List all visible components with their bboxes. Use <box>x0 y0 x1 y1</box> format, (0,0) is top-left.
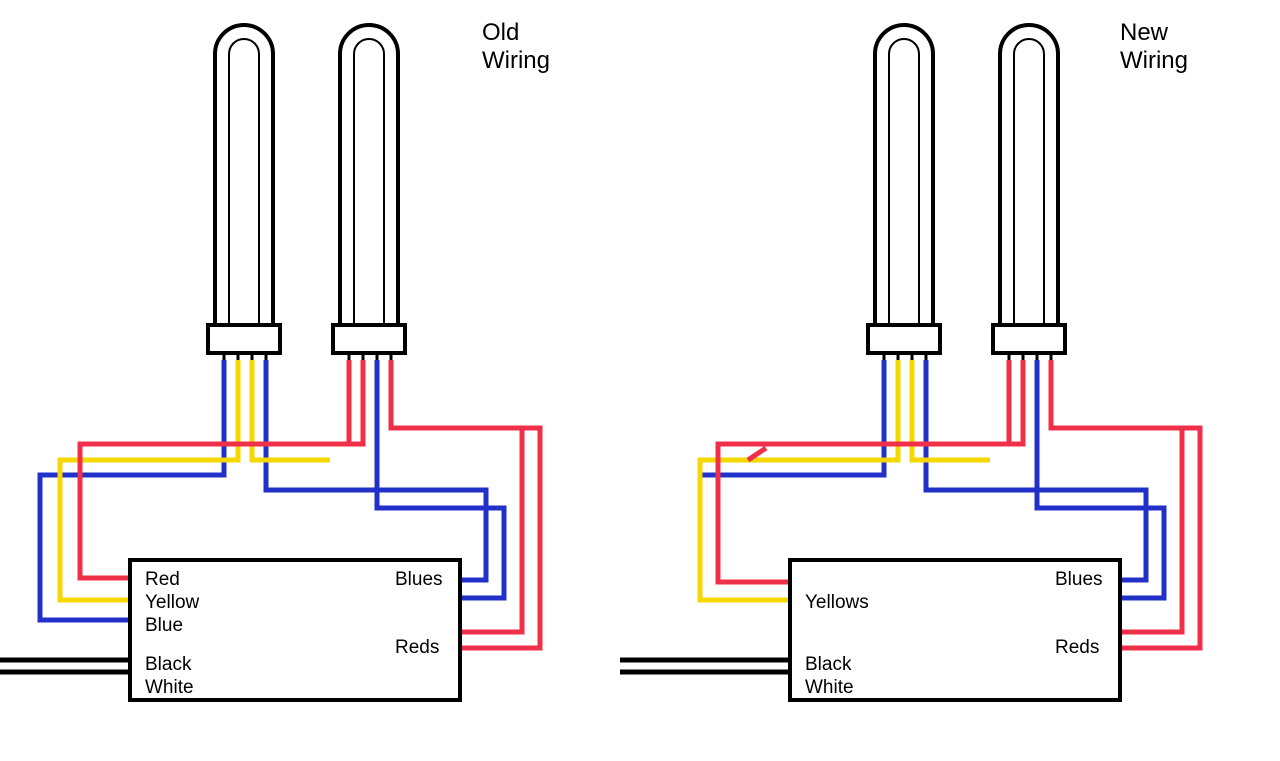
red-wire <box>1120 428 1182 632</box>
lamp-outer-tube <box>1000 25 1058 325</box>
ballast-label: White <box>145 677 194 698</box>
lamp-inner-tube <box>889 39 919 325</box>
ballast-label: Yellow <box>145 592 200 613</box>
ballast-label: Yellows <box>805 592 869 613</box>
lamp-base <box>868 325 940 353</box>
ballast-label: Reds <box>395 637 439 658</box>
red-wire <box>460 428 522 632</box>
ballast-label: Blues <box>1055 569 1103 590</box>
lamp-outer-tube <box>875 25 933 325</box>
ballast-label: Black <box>805 654 852 675</box>
lamp-inner-tube <box>1014 39 1044 325</box>
lamp-inner-tube <box>229 39 259 325</box>
lamp-base <box>333 325 405 353</box>
diagram-title: Old <box>482 19 519 46</box>
red-wire <box>80 360 349 578</box>
lamp-base <box>993 325 1065 353</box>
ballast-label: Red <box>145 569 180 590</box>
ballast-label: Reds <box>1055 637 1099 658</box>
ballast-label: White <box>805 677 854 698</box>
diagram-title: Wiring <box>482 47 550 74</box>
lamp-outer-tube <box>340 25 398 325</box>
lamp-base <box>208 325 280 353</box>
ballast-label: Blue <box>145 615 183 636</box>
ballast-label: Blues <box>395 569 443 590</box>
diagram-title: Wiring <box>1120 47 1188 74</box>
ballast-label: Black <box>145 654 192 675</box>
red-wire <box>718 360 1009 582</box>
diagram-title: New <box>1120 19 1169 46</box>
lamp-outer-tube <box>215 25 273 325</box>
lamp-inner-tube <box>354 39 384 325</box>
